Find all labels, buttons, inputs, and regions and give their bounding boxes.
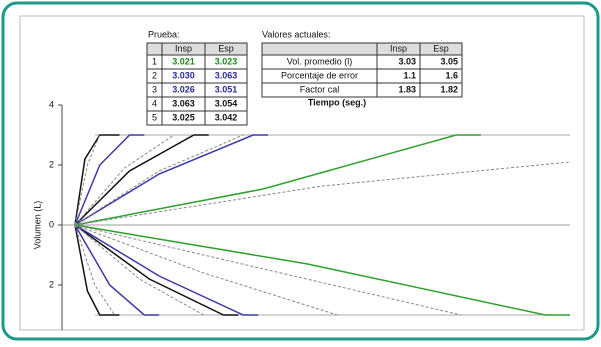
- series-line: [74, 224, 570, 316]
- column-header: Insp: [390, 43, 407, 53]
- series-line: [74, 134, 120, 226]
- cell: 3.05: [440, 56, 458, 66]
- row-index: 2: [152, 70, 157, 80]
- table-label: Valores actuales:: [262, 29, 330, 39]
- y-tick-label: 2: [49, 159, 54, 169]
- cell: 3.063: [172, 98, 195, 108]
- cell: 3.030: [172, 70, 195, 80]
- cell: 3.023: [215, 56, 238, 66]
- cell: 3.021: [172, 56, 195, 66]
- cell: 1.1: [403, 70, 416, 80]
- y-tick-label: 2: [49, 279, 54, 289]
- series-line: [74, 224, 120, 316]
- y-tick-label: 0: [49, 219, 54, 229]
- cell: 3.051: [215, 84, 238, 94]
- series-line: [74, 224, 160, 316]
- cell: 1.82: [440, 84, 458, 94]
- series-line: [74, 134, 175, 226]
- row-name: Vol. promedio (l): [287, 56, 353, 66]
- row-index: 3: [152, 84, 157, 94]
- series-line: [74, 224, 338, 316]
- column-header: Esp: [433, 43, 449, 53]
- series-line: [74, 134, 101, 226]
- row-index: 1: [152, 56, 157, 66]
- tables: Prueba: Insp Esp 1 3.021 3.023 2 3.030 3.063 3 3.0…: [146, 29, 463, 126]
- chart: Tiempo (seg.) Volumen (L) 4 2 0 2: [32, 97, 571, 330]
- x-axis-title: Tiempo (seg.): [308, 97, 366, 107]
- cell: 3.042: [215, 112, 238, 122]
- y-axis-title: Volumen (L): [32, 201, 42, 250]
- series-line: [74, 224, 462, 316]
- series-line: [74, 224, 239, 316]
- cell: 3.054: [215, 98, 238, 108]
- row-name: Factor cal: [300, 84, 340, 94]
- column-header: Insp: [175, 43, 192, 53]
- cell: 1.6: [445, 70, 458, 80]
- series-line: [74, 224, 259, 316]
- series-line: [74, 134, 209, 226]
- cell: 3.03: [398, 56, 416, 66]
- cell: 3.025: [172, 112, 195, 122]
- series-line: [74, 134, 269, 226]
- row-name: Porcentaje de error: [281, 70, 358, 80]
- header-row: [261, 42, 463, 56]
- series-line: [74, 134, 145, 226]
- y-tick-label: 4: [49, 99, 54, 109]
- cell: 1.83: [398, 84, 416, 94]
- series-line: [74, 134, 481, 226]
- cell: 3.026: [172, 84, 195, 94]
- series-line: [74, 161, 571, 226]
- column-header: Esp: [218, 43, 234, 53]
- row-index: 5: [152, 112, 157, 122]
- series-line: [74, 224, 116, 316]
- table-label: Prueba:: [148, 29, 180, 39]
- series-line: [74, 134, 244, 226]
- cell: 3.063: [215, 70, 238, 80]
- row-index: 4: [152, 98, 157, 108]
